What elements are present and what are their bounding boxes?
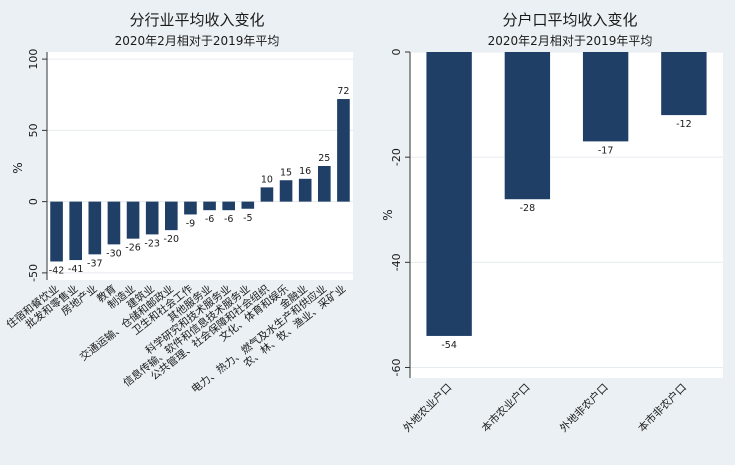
hukou-bar: [426, 52, 472, 336]
industry-bar: [279, 180, 293, 202]
industry-bar: [260, 187, 274, 202]
industry-gridlines: [47, 58, 353, 274]
industry-data-label: 15: [280, 167, 292, 178]
industry-bar: [107, 201, 121, 245]
hukou-y-tick-label: -60: [390, 358, 403, 376]
industry-y-tick-label: -50: [27, 264, 40, 282]
hukou-chart-title: 分户口平均收入变化: [502, 11, 637, 29]
hukou-data-label: -17: [598, 145, 614, 156]
hukou-bar: [661, 52, 707, 116]
industry-data-label: -26: [125, 243, 141, 254]
hukou-bar: [504, 52, 551, 200]
industry-bar: [203, 201, 216, 211]
industry-data-label: 25: [318, 153, 330, 164]
hukou-y-tick-label: -40: [390, 253, 403, 271]
industry-data-label: 72: [337, 86, 349, 97]
industry-bar: [222, 201, 235, 211]
industry-data-label: -30: [106, 248, 122, 259]
industry-y-axis-label: %: [11, 162, 25, 173]
industry-bar: [337, 99, 350, 202]
industry-data-label: -20: [164, 234, 180, 245]
industry-bar: [145, 201, 159, 235]
hukou-data-labels: -54 -28 -17 -12: [441, 119, 691, 351]
industry-bar: [69, 201, 82, 261]
hukou-y-axis-label: %: [381, 209, 395, 220]
industry-y-ticks: -50 0 50 100: [27, 49, 47, 282]
industry-chart-title: 分行业平均收入变化: [129, 11, 264, 29]
industry-data-label: -6: [205, 214, 214, 225]
industry-chart-subtitle: 2020年2月相对于2019年平均: [115, 34, 280, 48]
hukou-data-label: -12: [676, 119, 692, 130]
hukou-y-tick-label: 0: [390, 49, 403, 56]
hukou-data-label: -54: [441, 340, 457, 351]
industry-data-label: -5: [243, 213, 252, 224]
industry-bar: [184, 201, 197, 215]
industry-bar: [88, 201, 102, 255]
industry-y-tick-label: 50: [27, 123, 40, 137]
hukou-y-tick-label: -20: [390, 148, 403, 166]
industry-y-tick-label: 0: [27, 198, 40, 205]
industry-data-label: -42: [49, 265, 65, 276]
industry-bar: [318, 166, 331, 202]
industry-data-label: -6: [224, 214, 233, 225]
industry-bar: [165, 201, 178, 231]
industry-data-label: -37: [87, 258, 103, 269]
industry-data-label: 16: [299, 166, 311, 177]
industry-data-label: -23: [144, 238, 160, 249]
hukou-chart-panel: 分户口平均收入变化 2020年2月相对于2019年平均 % -54-28-17-…: [381, 11, 723, 435]
hukou-bar: [582, 52, 629, 142]
hukou-chart-subtitle: 2020年2月相对于2019年平均: [488, 34, 653, 48]
hukou-data-label: -28: [520, 203, 536, 214]
industry-data-label: 10: [261, 174, 273, 185]
hukou-y-ticks: -60 -40 -20 0: [390, 49, 410, 376]
industry-bar: [126, 201, 140, 239]
industry-bar: [298, 178, 312, 202]
industry-bar: [50, 201, 63, 262]
industry-data-label: -9: [186, 218, 195, 229]
industry-y-tick-label: 100: [27, 49, 40, 70]
industry-bars: [50, 99, 350, 262]
industry-data-label: -41: [68, 264, 84, 275]
industry-bar: [241, 201, 255, 209]
hukou-bars: [426, 52, 707, 336]
industry-data-labels: -42 -41-37-30-26 -23 -20 -9 -6 -6 -5 10 15 16 25 72: [49, 86, 350, 276]
